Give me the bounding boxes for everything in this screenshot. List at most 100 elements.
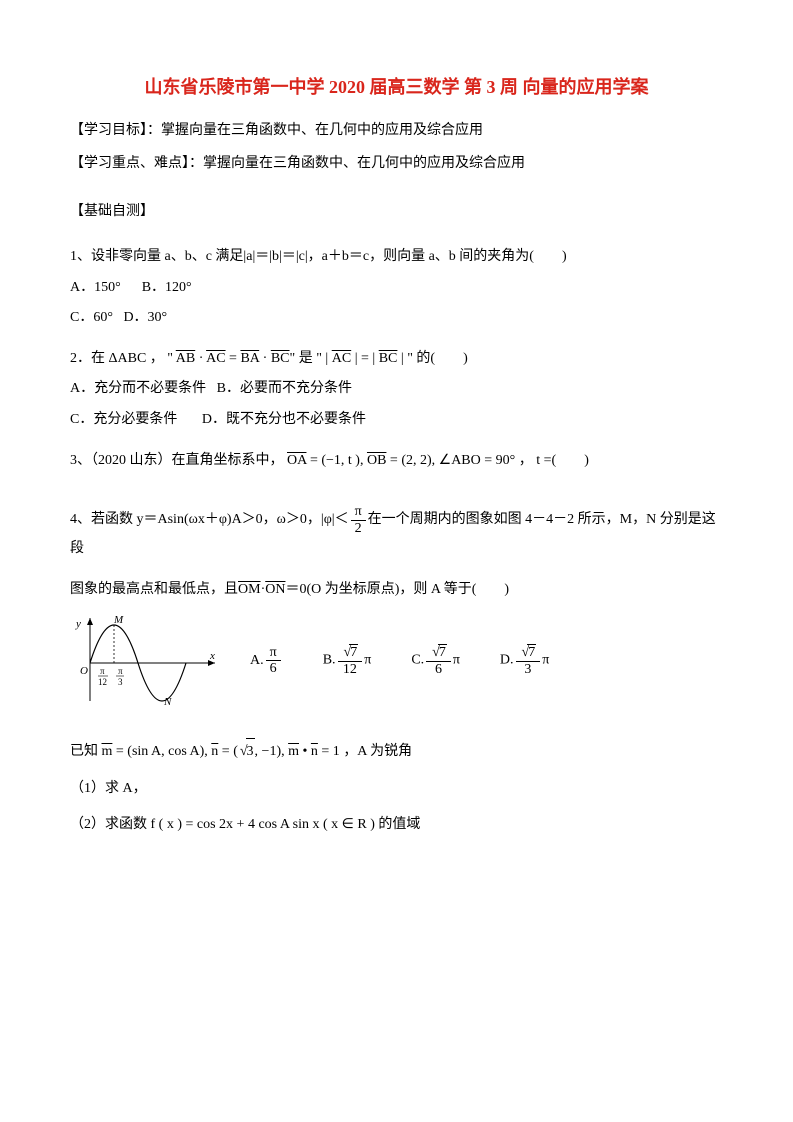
vec-ob: OB [367,453,386,468]
q1-option-a: A．150° [70,280,121,295]
vec-m: m [102,744,113,759]
q1-option-b: B．120° [142,280,192,295]
q4a-num: π [266,645,281,661]
svg-text:π: π [118,666,123,676]
vec-bc: BC [271,351,290,366]
q2-quote-open: " [167,351,175,366]
vec-n2: n [311,744,318,759]
q4d-suffix: π [542,653,549,668]
q5-eqone: = 1 [318,744,343,759]
svg-text:x: x [209,650,215,662]
q4-frac-num: π [351,504,366,520]
q4b-label: B. [323,653,336,668]
q5-fx: f ( x ) = cos 2x + 4 cos A sin x ( x ∈ R… [151,817,375,832]
q2-dot1: · [195,351,206,366]
q4-option-a: A.π6 [250,645,283,677]
goal-label: 【学习目标】： [70,123,161,138]
q4d-den: 3 [516,662,541,677]
goal-text: 掌握向量在三角函数中、在几何中的应用及综合应用 [161,123,483,138]
question-5-part2: （2）求函数 f ( x ) = cos 2x + 4 cos A sin x … [70,812,723,839]
q5-nopen: = ( [218,744,238,759]
q2-mid: " 是 " | [290,351,332,366]
q4c-label: C. [411,653,424,668]
q2-eq: = [226,351,241,366]
q3-prefix: 3、（2020 山东）在直角坐标系中， [70,453,284,468]
q4-option-d: D.73π [500,644,549,677]
q4d-label: D. [500,653,514,668]
q5-part2b: 的值域 [375,817,421,832]
q5-nclose: , −1), [255,744,289,759]
q2-prefix: 2．在 ΔABC ， [70,351,164,366]
question-5-part1: （1）求 A， [70,776,723,803]
q2-option-d: D．既不充分也不必要条件 [202,412,366,427]
vec-ac2: AC [332,351,351,366]
q4-line1a: 4、若函数 y＝Asin(ωx＋φ)A＞0，ω＞0，|φ|＜ [70,512,349,527]
svg-text:y: y [75,618,81,630]
svg-text:M: M [113,614,124,626]
q4c-den: 6 [426,662,451,677]
vec-oa: OA [287,453,306,468]
vec-ab: AB [176,351,195,366]
question-2: 2．在 ΔABC ， " AB · AC = BA · BC" 是 " | AC… [70,346,723,373]
question-5: 已知 m = (sin A, cos A), n = (3, −1), m • … [70,738,723,766]
q4a-label: A. [250,653,264,668]
question-1: 1、设非零向量 a、b、c 满足|a|＝|b|＝|c|，a＋b＝c，则向量 a、… [70,244,723,271]
svg-text:O: O [80,665,88,677]
q4-option-c: C.76π [411,644,460,677]
q3-ob-val: = (2, 2), ∠ABO = 90° ， t =( ) [386,453,588,468]
question-1-options-line1: A．150° B．120° [70,275,723,302]
q4b-suffix: π [364,653,371,668]
question-4-line1: 4、若函数 y＝Asin(ωx＋φ)A＞0，ω＞0，|φ|＜π2在一个周期内的图… [70,504,723,562]
q4-line2b: ＝0(O 为坐标原点)，则 A 等于( ) [285,582,509,597]
q4c-suffix: π [453,653,460,668]
svg-text:N: N [163,696,172,708]
vec-om: OM [238,582,261,597]
q4a-den: 6 [266,661,281,676]
learning-goal: 【学习目标】：掌握向量在三角函数中、在几何中的应用及综合应用 [70,118,723,145]
svg-text:π: π [100,666,105,676]
question-1-options-line2: C．60° D．30° [70,305,723,332]
svg-text:3: 3 [118,677,123,687]
vec-m2: m [288,744,299,759]
q1-option-d: D．30° [123,310,167,325]
vec-ba: BA [240,351,259,366]
vec-bc2: BC [379,351,398,366]
sine-graph: y M x O N π 12 π 3 [70,613,220,708]
q2-dot2: · [259,351,271,366]
svg-text:12: 12 [98,677,107,687]
q5-part2a: （2）求函数 [70,817,151,832]
q2-option-b: B．必要而不充分条件 [217,381,352,396]
question-2-options-line1: A．充分而不必要条件 B．必要而不充分条件 [70,376,723,403]
vec-on: ON [265,582,285,597]
q4c-num: 7 [426,644,451,661]
q4-frac-pi2: π2 [351,504,366,536]
q2-mid2: | = | [351,351,379,366]
learning-focus: 【学习重点、难点】：掌握向量在三角函数中、在几何中的应用及综合应用 [70,151,723,178]
q1-option-c: C．60° [70,310,113,325]
question-3: 3、（2020 山东）在直角坐标系中， OA = (−1, t ), OB = … [70,448,723,475]
question-2-options-line2: C．充分必要条件 D．既不充分也不必要条件 [70,407,723,434]
q2-option-c: C．充分必要条件 [70,412,177,427]
q2-close: | " [397,351,413,366]
q4-line2a: 图象的最高点和最低点，且 [70,582,238,597]
section-header-test: 【基础自测】 [70,199,723,226]
question-4-line2: 图象的最高点和最低点，且OM·ON＝0(O 为坐标原点)，则 A 等于( ) [70,577,723,604]
focus-label: 【学习重点、难点】： [70,156,203,171]
question-4-row: y M x O N π 12 π 3 A.π6 B.712π C.76π D.7… [70,613,723,708]
q4d-num: 7 [516,644,541,661]
vec-ac: AC [206,351,225,366]
q2-option-a: A．充分而不必要条件 [70,381,206,396]
q2-suffix: 的( ) [416,351,467,366]
q4-option-b: B.712π [323,644,372,677]
q3-oa-val: = (−1, t ), [306,453,367,468]
q5-mval: = (sin A, cos A), [112,744,211,759]
q5-dot: • [299,744,311,759]
page-title: 山东省乐陵市第一中学 2020 届高三数学 第 3 周 向量的应用学案 [70,70,723,104]
q4-frac-den: 2 [351,521,366,536]
q5-suffix: ，A 为锐角 [343,744,412,759]
question-4-options: A.π6 B.712π C.76π D.73π [250,644,549,677]
q4b-num: 7 [338,644,363,661]
focus-text: 掌握向量在三角函数中、在几何中的应用及综合应用 [203,156,525,171]
q4b-den: 12 [338,662,363,677]
q5-prefix: 已知 [70,744,102,759]
